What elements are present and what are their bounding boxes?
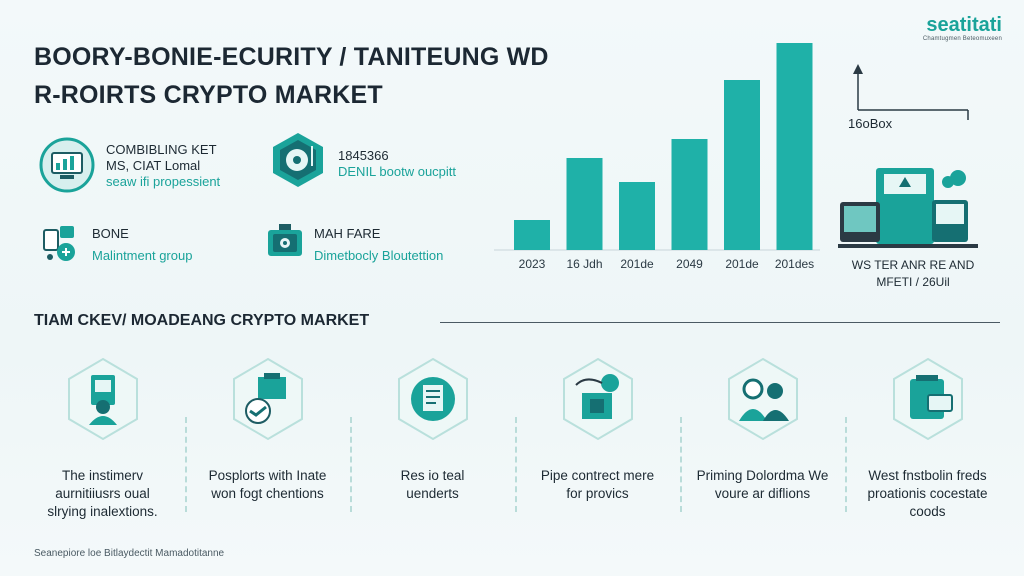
section-title: TIAM CKEV/ MOADEANG CRYPTO MARKET <box>34 312 370 329</box>
footer-note: Seanepiore loe Bitlaydectit Mamadotitann… <box>34 548 225 559</box>
feature-5-line-2: voure ar diflions <box>714 486 811 501</box>
x-tick-label-5: 201de <box>725 257 759 271</box>
bar-4 <box>671 139 708 250</box>
feature-4-line-2: for provics <box>566 486 629 501</box>
x-tick-label-1: 2023 <box>519 257 546 271</box>
chart-monitor-icon <box>39 137 95 193</box>
column-divider <box>185 417 187 512</box>
feature-1-line-2: aurnitiiusrs oual <box>55 486 150 501</box>
feature-1-line-3: slrying inalextions. <box>47 504 158 519</box>
device-right-screen <box>936 204 964 224</box>
monitor-left-screen <box>844 206 876 232</box>
feature-2-line-1: Posplorts with Inate <box>208 468 327 483</box>
stat-1-line-2: MS, CIAT Lomal <box>106 158 201 173</box>
feature-5-line-1: Priming Dolordma We <box>696 468 829 483</box>
arrow-head-up <box>853 64 863 74</box>
stat-block-3: BONE Malintment group <box>42 222 192 264</box>
feature-card-2: Posplorts with Inate won fogt chentions <box>185 355 350 525</box>
feature-2-line-2: won fogt chentions <box>211 486 324 501</box>
logo-subtext: Chamtugmen Beteomuxeen <box>922 36 1002 42</box>
stat-1-line-3: seaw ifi propessient <box>106 174 221 189</box>
feature-card-6: West fnstbolin freds proationis cocestat… <box>845 355 1010 525</box>
desk-surface <box>838 244 978 248</box>
title-line-1: BOORY-BONIE-ECURITY / TANITEUNG WD <box>34 43 549 71</box>
x-tick-label-6: 201des <box>775 257 814 271</box>
feature-6-line-1: West fnstbolin freds <box>868 468 987 483</box>
stat-block-4: MAH FARE Dimetbocly Bloutettion <box>266 222 443 264</box>
feature-3-line-1: Res io teal <box>400 468 465 483</box>
bar-chart-svg: 2023 16 Jdh 201de 2049 201de 201des <box>494 43 820 271</box>
stat-2-line-2: DENIL bootw oucpitt <box>338 164 457 179</box>
right-caption-line-1: WS TER ANR RE AND <box>851 258 975 272</box>
upload-arrow-icon <box>899 177 911 187</box>
title-line-2: R-ROIRTS CRYPTO MARKET <box>34 81 383 109</box>
stat-4-line-1: MAH FARE <box>314 226 381 241</box>
feature-6-line-2: proationis cocestate <box>867 486 988 501</box>
shield-disc-icon <box>273 133 323 187</box>
logo-text: seatitati <box>926 14 1002 36</box>
column-divider <box>845 417 847 512</box>
brand-logo: seatitati Chamtugmen Beteomuxeen <box>923 14 1002 42</box>
feature-card-4: Pipe contrect mere for provics <box>515 355 680 525</box>
feature-card-1: The instimerv aurnitiiusrs oual slrying … <box>20 355 185 525</box>
bar-6 <box>776 43 813 250</box>
feature-2-caption: Posplorts with Inate won fogt chentions <box>185 467 350 503</box>
stat-block-1: COMBIBLING KET MS, CIAT Lomal seaw ifi p… <box>38 136 220 194</box>
stat-2-line-1: 1845366 <box>338 148 389 163</box>
x-tick-label-3: 201de <box>620 257 654 271</box>
section-divider-line <box>440 322 1000 323</box>
bar-3 <box>619 182 655 250</box>
right-caption: WS TER ANR RE AND MFETI / 26Uil <box>838 257 988 291</box>
feature-4-caption: Pipe contrect mere for provics <box>515 467 680 503</box>
feature-6-line-3: coods <box>909 504 946 519</box>
feature-card-3: Res io teal uenderts <box>350 355 515 525</box>
right-caption-line-2: MFETI / 26Uil <box>876 275 950 289</box>
bar-1 <box>514 220 550 250</box>
people-icon <box>727 357 798 441</box>
feature-1-caption: The instimerv aurnitiiusrs oual slrying … <box>20 467 185 521</box>
card-bag-icon <box>892 357 963 441</box>
box-label: 16oBox <box>848 116 893 131</box>
cloud-node-small <box>942 176 954 188</box>
column-divider <box>515 417 517 512</box>
bar-2 <box>566 158 603 250</box>
feature-4-line-1: Pipe contrect mere <box>540 468 655 483</box>
bar-5 <box>724 80 760 250</box>
stat-3-line-1: BONE <box>92 226 129 241</box>
feature-3-line-2: uenderts <box>406 486 459 501</box>
x-tick-label-4: 2049 <box>676 257 703 271</box>
stat-4-line-2: Dimetbocly Bloutettion <box>314 248 444 263</box>
stat-1-line-1: COMBIBLING KET <box>106 142 217 157</box>
safe-box-icon <box>268 224 302 256</box>
bar-chart: 2023 16 Jdh 201de 2049 201de 201des <box>490 30 830 280</box>
feature-5-caption: Priming Dolordma We voure ar diflions <box>680 467 845 503</box>
feature-columns: The instimerv aurnitiiusrs oual slrying … <box>20 355 1010 525</box>
secure-document-icon <box>397 357 468 441</box>
user-document-icon <box>67 357 138 441</box>
stat-block-2: 1845366 DENIL bootw oucpitt <box>268 130 456 190</box>
page-title: BOORY-BONIE-ECURITY / TANITEUNG WD R-ROI… <box>34 38 594 114</box>
feature-card-5: Priming Dolordma We voure ar diflions <box>680 355 845 525</box>
feature-6-caption: West fnstbolin freds proationis cocestat… <box>845 467 1010 521</box>
contract-box-icon <box>562 357 633 441</box>
stat-3-line-2: Malintment group <box>92 248 193 263</box>
column-divider <box>350 417 352 512</box>
network-devices-icon <box>43 226 75 261</box>
feature-1-line-1: The instimerv <box>61 468 144 483</box>
column-divider <box>680 417 682 512</box>
x-tick-label-2: 16 Jdh <box>566 257 602 271</box>
device-cluster-illustration <box>838 64 978 248</box>
feature-3-caption: Res io teal uenderts <box>350 467 515 503</box>
hand-box-icon <box>232 357 303 441</box>
